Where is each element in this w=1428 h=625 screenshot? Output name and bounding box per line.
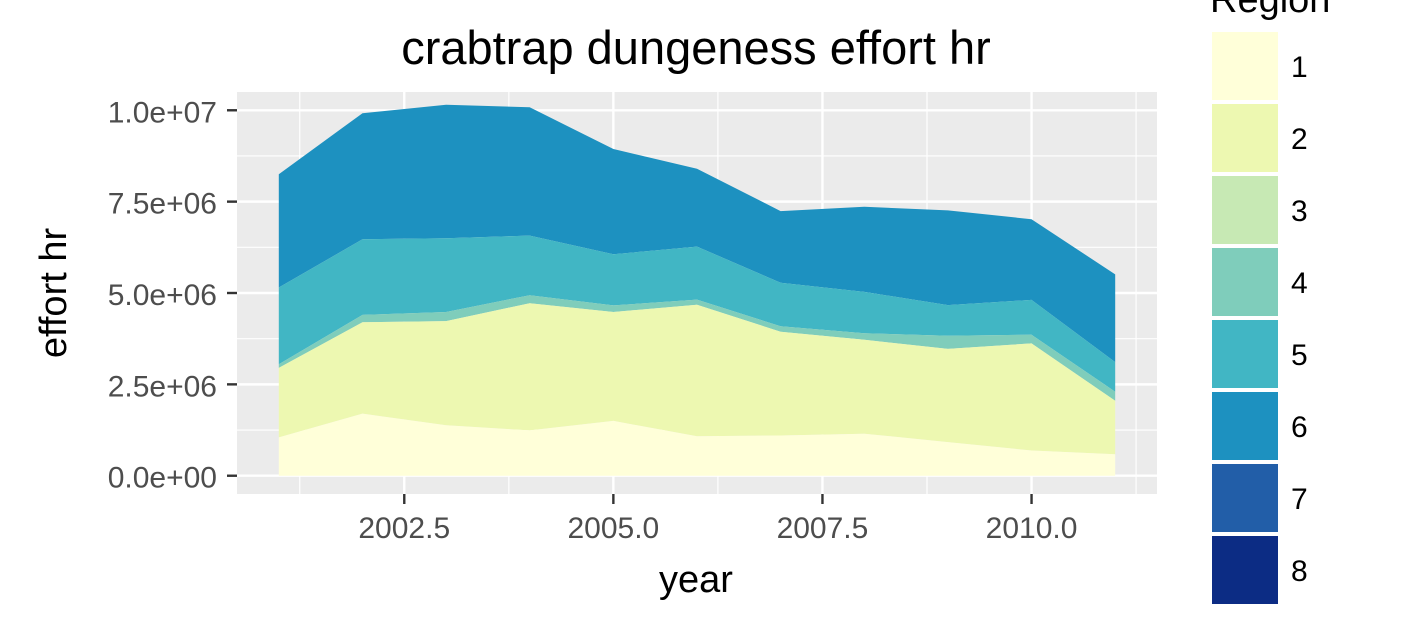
legend-key-3 [1210,174,1280,246]
legend-label-8: 8 [1291,555,1308,588]
area-region-2 [278,303,1116,455]
x-axis: 2002.5 2005.0 2007.5 2010.0 [358,494,1077,545]
legend-key-2 [1210,102,1280,174]
legend-key-4 [1210,246,1280,318]
legend-key-1 [1210,30,1280,102]
y-tick-label: 5.0e+06 [108,279,217,312]
legend: Region 1 2 3 4 5 6 7 8 [1210,0,1330,606]
y-tick-label: 0.0e+00 [108,462,217,495]
y-tick-label: 2.5e+06 [108,370,217,403]
legend-label-3: 3 [1291,195,1308,228]
legend-label-6: 6 [1291,411,1308,444]
area-region-4 [278,295,1116,401]
area-region-6 [278,104,1116,363]
x-tick-label: 2005.0 [567,512,659,545]
legend-label-5: 5 [1291,339,1308,372]
legend-key-7 [1210,462,1280,534]
legend-key-6 [1210,390,1280,462]
x-tick-label: 2002.5 [358,512,450,545]
y-axis: 0.0e+00 2.5e+06 5.0e+06 7.5e+06 1.0e+07 [108,96,237,495]
area-layers [278,104,1116,476]
chart-title: crabtrap dungeness effort hr [401,21,991,74]
x-tick-label: 2007.5 [777,512,869,545]
x-axis-label: year [659,559,733,601]
legend-label-1: 1 [1291,51,1308,84]
legend-label-4: 4 [1291,267,1308,300]
legend-label-7: 7 [1291,483,1308,516]
area-region-1 [278,413,1116,476]
legend-title: Region [1210,0,1330,21]
legend-label-2: 2 [1291,123,1308,156]
y-axis-label: effort hr [33,228,75,359]
legend-key-5 [1210,318,1280,390]
x-tick-label: 2010.0 [986,512,1078,545]
legend-key-8 [1210,534,1280,606]
y-tick-label: 7.5e+06 [108,188,217,221]
y-tick-label: 1.0e+07 [108,96,217,129]
area-region-5 [278,235,1116,392]
